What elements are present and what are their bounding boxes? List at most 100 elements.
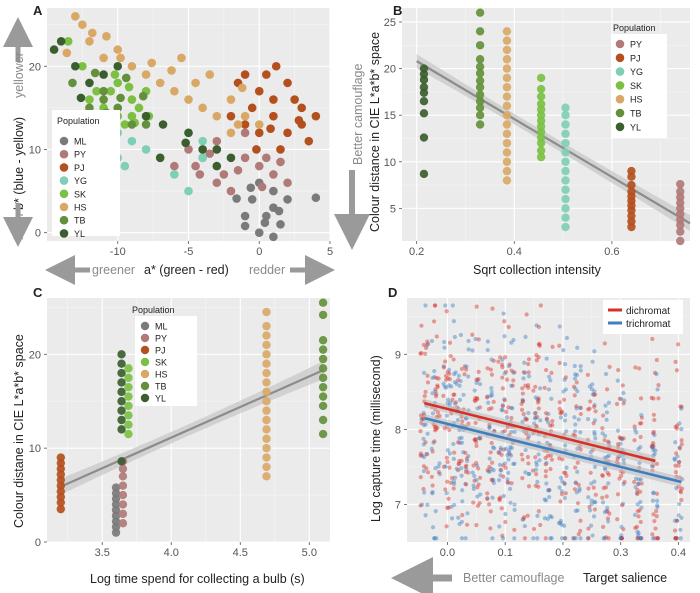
y-tick-label: 20 [29, 61, 41, 73]
point-dichromat [418, 503, 423, 508]
point-trichromat [604, 417, 609, 422]
point-dichromat [502, 398, 507, 403]
point-trichromat [490, 445, 496, 450]
point-dichromat [536, 406, 541, 411]
y-tick-label: 20 [29, 349, 41, 361]
legend-label-yl: YL [630, 122, 641, 132]
point-dichromat [491, 399, 496, 404]
point-dichromat [654, 357, 659, 363]
point-trichromat [430, 411, 436, 416]
point-dichromat [654, 491, 660, 496]
point-trichromat [606, 519, 611, 524]
point-trichromat [498, 468, 504, 473]
point-dichromat [434, 392, 439, 397]
point-dichromat [430, 449, 435, 454]
point-trichromat [619, 533, 624, 538]
point-py [212, 136, 222, 146]
point-trichromat [575, 446, 580, 451]
point-dichromat [557, 400, 562, 405]
point-sk [536, 99, 546, 109]
point-trichromat [546, 420, 551, 425]
point-trichromat [520, 517, 525, 522]
point-dichromat [451, 357, 456, 362]
point-trichromat [564, 335, 570, 341]
point-dichromat [563, 491, 568, 496]
point-dichromat [488, 450, 493, 455]
legend-label-trichromat: trichromat [626, 319, 671, 330]
point-trichromat [520, 399, 526, 404]
point-dichromat [443, 373, 449, 379]
panel-a: A Population ML PY PJ YG SK HS TB YL -10 -5 0 5 0 10… [2, 3, 335, 285]
point-dichromat [526, 461, 531, 466]
point-dichromat [679, 497, 684, 503]
point-dichromat [591, 485, 596, 490]
point-py [262, 153, 271, 163]
point-py [269, 170, 278, 179]
point-sk [536, 152, 546, 162]
point-dichromat [679, 404, 684, 409]
point-trichromat [535, 513, 540, 518]
point-trichromat [675, 518, 680, 523]
point-trichromat [605, 454, 610, 460]
point-trichromat [544, 481, 549, 486]
point-trichromat [472, 473, 477, 479]
point-dichromat [536, 509, 541, 514]
point-dichromat [463, 469, 468, 474]
point-dichromat [675, 423, 680, 428]
point-dichromat [549, 457, 555, 462]
point-py [254, 161, 264, 171]
point-dichromat [470, 332, 475, 337]
point-trichromat [445, 448, 451, 453]
point-trichromat [465, 458, 470, 464]
point-pj [56, 504, 66, 514]
point-py [257, 182, 267, 192]
point-dichromat [436, 469, 441, 475]
point-trichromat [445, 401, 450, 406]
panel-b-points [419, 8, 685, 246]
point-tb [141, 120, 151, 129]
point-trichromat [621, 390, 626, 396]
point-dichromat [655, 536, 660, 541]
point-trichromat [526, 433, 532, 439]
point-dichromat [558, 411, 563, 416]
point-pj [627, 180, 636, 190]
point-trichromat [619, 396, 624, 402]
point-trichromat [512, 461, 517, 466]
point-dichromat [548, 453, 553, 458]
point-dichromat [490, 306, 495, 311]
point-trichromat [458, 332, 464, 338]
point-dichromat [621, 436, 626, 441]
point-trichromat [562, 443, 568, 448]
point-trichromat [502, 334, 507, 339]
point-trichromat [548, 513, 553, 519]
point-dichromat [474, 460, 479, 466]
panel-c-legend-title: Population [132, 305, 175, 315]
point-dichromat [673, 424, 678, 430]
point-trichromat [602, 433, 608, 438]
point-hs [262, 368, 271, 378]
point-dichromat [571, 536, 576, 541]
point-dichromat [652, 417, 657, 423]
point-hs [233, 120, 243, 129]
point-dichromat [434, 375, 439, 381]
panel-d-ticks: 0.0 0.1 0.2 0.3 0.4 7 8 9 [395, 349, 686, 559]
point-trichromat [538, 386, 543, 391]
panel-c-ticks: 3.5 4.0 4.5 5.0 0 10 20 [29, 349, 317, 559]
point-yg [120, 161, 130, 171]
point-hs [502, 64, 512, 73]
point-hs [502, 45, 512, 55]
point-trichromat [592, 464, 598, 469]
point-hs [237, 83, 247, 93]
point-dichromat [478, 475, 483, 480]
point-dichromat [444, 377, 449, 382]
panel-b-legend-title: Population [613, 23, 656, 33]
point-dichromat [526, 484, 532, 489]
point-trichromat [502, 397, 507, 402]
point-pj [283, 78, 292, 88]
point-trichromat [446, 383, 452, 388]
point-trichromat [534, 460, 539, 465]
point-dichromat [679, 486, 685, 491]
point-trichromat [472, 388, 477, 393]
point-trichromat [512, 502, 517, 507]
point-trichromat [533, 410, 538, 415]
